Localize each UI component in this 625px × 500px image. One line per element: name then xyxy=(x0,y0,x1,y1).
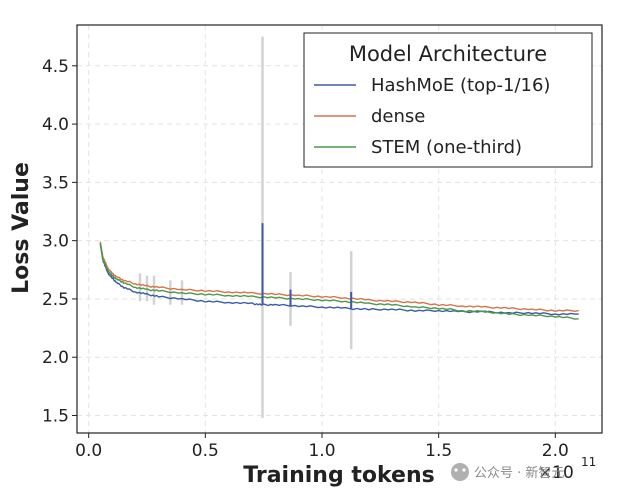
series-line xyxy=(99,242,579,320)
legend-title: Model Architecture xyxy=(349,42,547,66)
y-tick-label: 3.0 xyxy=(42,232,69,252)
x-tick-label: 0.5 xyxy=(192,441,219,461)
y-tick-label: 4.5 xyxy=(42,57,69,77)
y-axis-ticks: 1.5 2.0 2.5 3.0 3.5 4.0 4.5 xyxy=(42,57,77,427)
x-tick-label: 0.0 xyxy=(75,441,102,461)
x-tick-label: 2.0 xyxy=(542,441,569,461)
y-tick-label: 2.0 xyxy=(42,348,69,368)
y-tick-label: 3.5 xyxy=(42,173,69,193)
plot-frame xyxy=(76,24,603,434)
legend-label: STEM (one-third) xyxy=(371,137,522,158)
x-tick-label: 1.5 xyxy=(425,441,452,461)
watermark: 公众号 · 新智元 xyxy=(451,463,564,481)
x-tick-label: 1.0 xyxy=(308,441,335,461)
wechat-icon xyxy=(451,463,469,481)
legend-label: HashMoE (top-1/16) xyxy=(371,75,550,96)
y-tick-label: 2.5 xyxy=(42,290,69,310)
legend-label: dense xyxy=(371,106,425,127)
y-axis-title: Loss Value xyxy=(9,162,34,294)
legend-items: HashMoE (top-1/16) dense STEM (one-third) xyxy=(314,75,550,158)
series-lines xyxy=(99,223,579,320)
series-line xyxy=(99,241,579,312)
x-offset-text: ×10 11 xyxy=(538,455,596,483)
x-offset-exponent: 11 xyxy=(581,455,596,469)
y-tick-label: 4.0 xyxy=(42,115,69,135)
y-tick-label: 1.5 xyxy=(42,407,69,427)
legend: Model Architecture HashMoE (top-1/16) den… xyxy=(303,32,593,168)
x-offset-base: ×10 xyxy=(538,463,574,483)
watermark-text: 公众号 · 新智元 xyxy=(474,465,564,481)
x-axis-title: Training tokens xyxy=(243,463,434,488)
x-axis-ticks: 0.0 0.5 1.0 1.5 2.0 xyxy=(75,433,569,461)
legend-box xyxy=(303,32,593,168)
